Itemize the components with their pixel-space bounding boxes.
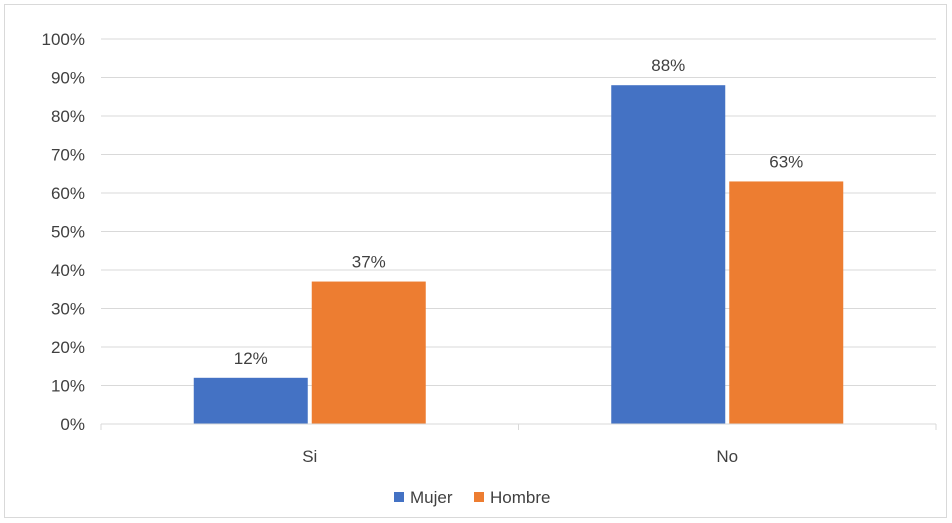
bar-hombre-no [729, 181, 844, 424]
legend-swatch-mujer [394, 492, 404, 502]
data-label: 88% [651, 56, 685, 75]
y-tick-label: 40% [51, 261, 85, 280]
y-tick-label: 100% [42, 30, 85, 49]
legend-swatch-hombre [474, 492, 484, 502]
legend-label-hombre: Hombre [490, 488, 550, 507]
bar-chart: 0% 10% 20% 30% 40% 50% 60% 70% 80% 90% 100% Si No 12… [42, 30, 937, 507]
y-tick-label: 60% [51, 184, 85, 203]
data-label: 12% [234, 349, 268, 368]
axes: 0% 10% 20% 30% 40% 50% 60% 70% 80% 90% 100% Si No [42, 30, 937, 466]
x-tick-label: Si [302, 447, 317, 466]
bar-mujer-no [611, 85, 726, 424]
y-tick-label: 50% [51, 223, 85, 242]
y-tick-label: 20% [51, 338, 85, 357]
y-tick-label: 80% [51, 107, 85, 126]
bar-mujer-si [193, 377, 308, 424]
bars [193, 85, 844, 424]
gridlines [101, 38, 936, 386]
y-tick-label: 10% [51, 377, 85, 396]
data-labels: 12% 37% 88% 63% [234, 56, 804, 368]
legend: Mujer Hombre [394, 488, 550, 507]
data-label: 37% [352, 253, 386, 272]
legend-label-mujer: Mujer [410, 488, 453, 507]
y-tick-label: 30% [51, 300, 85, 319]
data-label: 63% [769, 152, 803, 171]
y-tick-label: 70% [51, 146, 85, 165]
y-tick-label: 0% [60, 415, 85, 434]
chart-frame: 0% 10% 20% 30% 40% 50% 60% 70% 80% 90% 100% Si No 12… [4, 4, 947, 518]
x-tick-label: No [716, 447, 738, 466]
y-tick-label: 90% [51, 69, 85, 88]
bar-hombre-si [311, 281, 426, 424]
